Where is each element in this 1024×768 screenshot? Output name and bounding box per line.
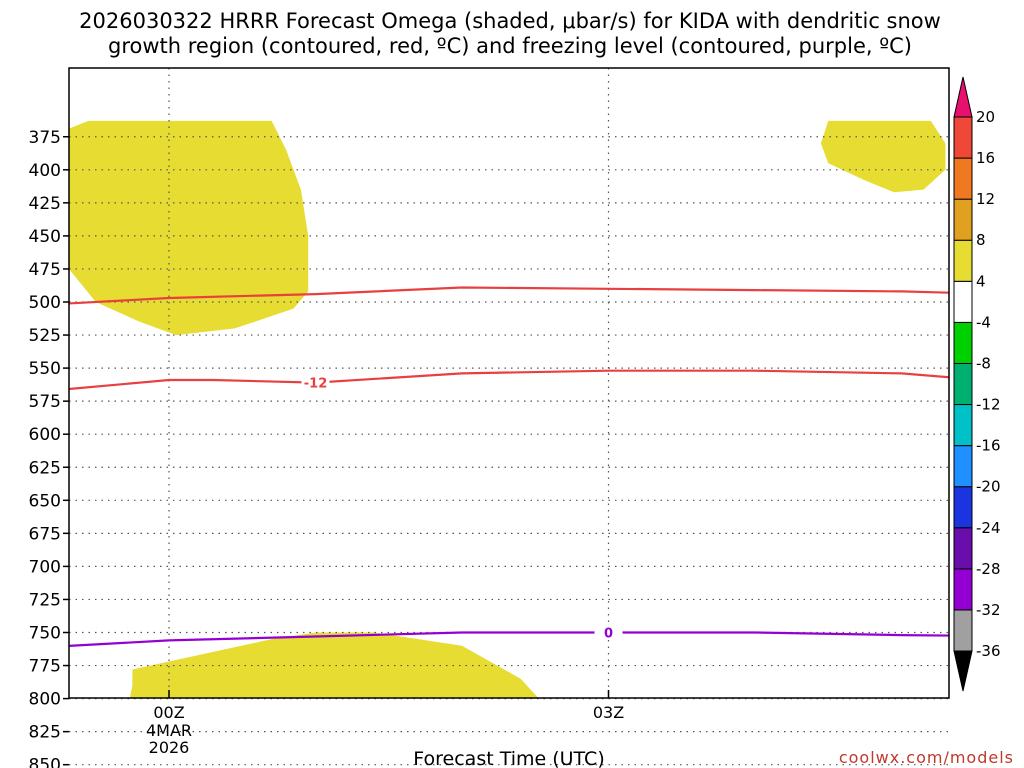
contour-label-bg-2 [594, 624, 623, 640]
colorbar-box-4 [953, 445, 973, 488]
colorbar-label-11: 12 [976, 190, 995, 208]
colorbar-label-9: 4 [976, 272, 986, 290]
colorbar: -36 -32 -28 -24 -20 -16 -12 -8 -4 4 8 12 16 20 [953, 76, 1001, 692]
colorbar-box-11 [953, 157, 973, 200]
colorbar-box-12 [953, 116, 973, 159]
colorbar-label-8: -4 [976, 313, 991, 331]
y-tick-label-450: 450 [29, 227, 61, 247]
y-tick-label-650: 650 [29, 491, 61, 511]
contour-labels: -18-1200 [301, 374, 623, 642]
y-axis: 375 400 425 450 475 500 525 550 575 600 625 650 675 7… [29, 128, 69, 768]
y-tick-label-425: 425 [29, 194, 61, 214]
credit-text: coolwx.com/models [839, 748, 1014, 767]
colorbar-label-13: 20 [976, 108, 995, 126]
colorbar-label-4: -20 [976, 478, 1001, 496]
colorbar-box-5 [953, 404, 973, 447]
colorbar-label-7: -8 [976, 354, 991, 372]
colorbar-label-6: -12 [976, 396, 1001, 414]
contour-label-1: -12 [304, 377, 328, 392]
y-tick-label-600: 600 [29, 425, 61, 445]
y-tick-label-800: 800 [29, 690, 61, 710]
contour-line-0 [69, 286, 949, 305]
colorbar-box-9 [953, 239, 973, 282]
y-tick-label-825: 825 [29, 723, 61, 743]
x-tick-label-00Z: 00Z [153, 703, 184, 722]
contour-label-bg-1 [301, 374, 330, 390]
colorbar-max-arrow [953, 76, 973, 118]
colorbar-label-1: -32 [976, 601, 1001, 619]
colorbar-box-3 [953, 486, 973, 529]
omega-shading [69, 120, 946, 698]
colorbar-box-1 [953, 568, 973, 611]
colorbar-box-0 [953, 609, 973, 652]
colorbar-box-10 [953, 198, 973, 241]
colorbar-label-2: -28 [976, 560, 1001, 578]
y-tick-label-475: 475 [29, 260, 61, 280]
y-tick-label-525: 525 [29, 326, 61, 346]
colorbar-box-6 [953, 362, 973, 406]
y-tick-label-500: 500 [29, 293, 61, 313]
y-tick-label-550: 550 [29, 359, 61, 379]
colorbar-box-8 [953, 280, 973, 323]
chart-title-line2: growth region (contoured, red, ºC) and f… [108, 34, 912, 58]
colorbar-box-2 [953, 527, 973, 570]
y-tick-label-400: 400 [29, 161, 61, 181]
y-tick-label-850: 850 [29, 756, 61, 768]
colorbar-label-0: -36 [976, 642, 1001, 660]
contour-line-2 [69, 631, 949, 647]
contour-lines [69, 286, 949, 647]
y-tick-label-725: 725 [29, 590, 61, 610]
contour-label-2: 0 [604, 627, 613, 642]
colorbar-box-7 [953, 321, 973, 364]
x-axis: 00Z4MAR202603Z06Z09Z12Z15Z [146, 690, 624, 757]
omega-region-6 [129, 632, 539, 698]
x-tick-sublabel-0: 4MAR [146, 721, 192, 740]
colorbar-label-3: -24 [976, 519, 1001, 537]
y-tick-label-675: 675 [29, 524, 61, 544]
y-tick-label-375: 375 [29, 128, 61, 148]
colorbar-min-arrow [953, 650, 973, 692]
x-tick-label-03Z: 03Z [593, 703, 624, 722]
y-tick-label-575: 575 [29, 392, 61, 412]
chart-title-line1: 2026030322 HRRR Forecast Omega (shaded, … [79, 9, 941, 33]
y-tick-label-750: 750 [29, 624, 61, 644]
contour-line-1 [69, 369, 949, 391]
y-tick-label-625: 625 [29, 458, 61, 478]
x-tick-sublabel-1: 2026 [149, 738, 190, 757]
colorbar-label-12: 16 [976, 149, 995, 167]
colorbar-label-5: -16 [976, 437, 1001, 455]
omega-region-0 [69, 120, 309, 336]
x-axis-label: Forecast Time (UTC) [413, 748, 604, 768]
grid-lines [69, 68, 949, 766]
plot-frame [68, 67, 950, 699]
y-tick-label-700: 700 [29, 557, 61, 577]
omega-region-1 [820, 120, 946, 193]
colorbar-label-10: 8 [976, 231, 986, 249]
y-tick-label-775: 775 [29, 657, 61, 677]
